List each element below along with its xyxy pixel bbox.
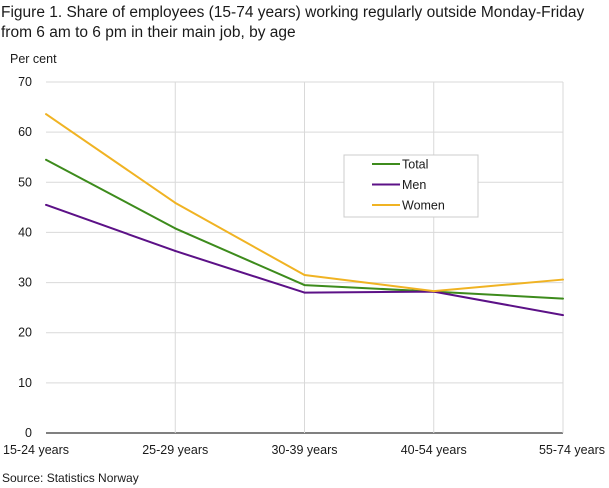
data-point-total	[562, 297, 564, 300]
y-tick-label: 0	[25, 426, 32, 440]
data-point-total	[174, 227, 177, 230]
y-tick-label: 70	[18, 75, 32, 89]
data-point-men	[174, 249, 177, 252]
y-axis-ticks: 0 10 20 30 40 50 60 70	[18, 75, 32, 440]
x-tick-label: 15-24 years	[3, 443, 69, 457]
legend-label-total: Total	[402, 158, 428, 172]
data-point-men	[562, 314, 564, 317]
data-point-total	[303, 284, 306, 287]
data-point-men	[303, 291, 306, 294]
y-tick-label: 40	[18, 225, 32, 239]
data-point-women	[174, 201, 177, 204]
y-tick-label: 50	[18, 175, 32, 189]
source-note: Source: Statistics Norway	[2, 471, 139, 485]
data-point-total	[45, 158, 47, 161]
legend: Total Men Women	[343, 154, 479, 218]
grid-lines	[46, 81, 564, 434]
series-lines	[45, 113, 564, 317]
y-tick-label: 30	[18, 276, 32, 290]
y-tick-label: 10	[18, 376, 32, 390]
data-point-women	[432, 290, 435, 293]
x-tick-label: 25-29 years	[142, 443, 208, 457]
chart-title: Figure 1. Share of employees (15-74 year…	[1, 4, 585, 41]
x-axis-ticks: 15-24 years 25-29 years 30-39 years 40-54 y…	[3, 443, 605, 457]
y-tick-label: 20	[18, 326, 32, 340]
data-point-women	[303, 274, 306, 277]
legend-box	[343, 154, 479, 218]
data-point-women	[562, 278, 564, 281]
y-tick-label: 60	[18, 125, 32, 139]
x-tick-label: 55-74 years	[539, 443, 605, 457]
data-point-women	[45, 113, 47, 116]
legend-label-men: Men	[402, 178, 426, 192]
y-axis-label: Per cent	[10, 52, 57, 66]
x-tick-label: 40-54 years	[401, 443, 467, 457]
legend-label-women: Women	[402, 199, 445, 213]
x-tick-label: 30-39 years	[271, 443, 337, 457]
data-point-men	[45, 203, 47, 206]
